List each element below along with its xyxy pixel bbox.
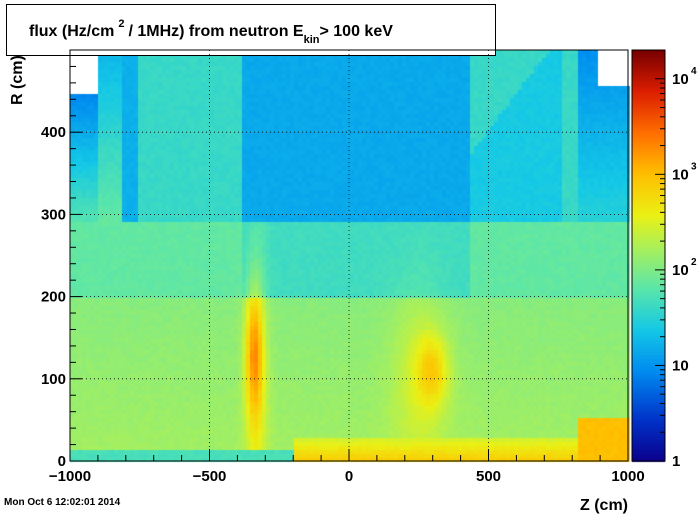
colorbar-label-exponent: 4 xyxy=(691,66,697,77)
title-superscript: 2 xyxy=(118,18,125,30)
title-part3: > 100 keV xyxy=(319,23,393,40)
colorbar-frame xyxy=(631,49,666,462)
x-tick-label: 0 xyxy=(345,468,353,485)
y-axis-label: R (cm) xyxy=(9,55,26,105)
title-subscript: kin xyxy=(303,34,320,46)
x-tick-label: 1000 xyxy=(611,468,644,485)
title-part1: flux (Hz/cm xyxy=(29,23,115,40)
x-tick-label: 500 xyxy=(476,468,501,485)
x-tick-label: −500 xyxy=(193,468,227,485)
y-tick-label: 300 xyxy=(41,206,66,223)
timestamp: Mon Oct 6 12:02:01 2014 xyxy=(4,497,121,508)
y-tick-label: 100 xyxy=(41,371,66,388)
colorbar-label: 10 xyxy=(672,166,689,183)
y-tick-label: 200 xyxy=(41,289,66,306)
colorbar-label: 1 xyxy=(672,453,680,470)
plot-frame xyxy=(69,49,629,462)
y-tick-label: 400 xyxy=(41,124,66,141)
colorbar-label-exponent: 2 xyxy=(691,257,697,268)
colorbar-label: 10 xyxy=(672,71,689,88)
y-tick-label: 0 xyxy=(58,453,66,470)
title-box: flux (Hz/cm 2/ 1MHz) from neutron Ekin> 1… xyxy=(6,4,496,56)
chart-title: flux (Hz/cm 2/ 1MHz) from neutron Ekin> 1… xyxy=(29,18,393,46)
colorbar-label-exponent: 3 xyxy=(691,161,697,172)
x-axis-label: Z (cm) xyxy=(580,497,628,514)
colorbar-label: 10 xyxy=(672,357,689,374)
title-part2: / 1MHz) from neutron E xyxy=(128,23,304,40)
colorbar-label: 10 xyxy=(672,262,689,279)
x-tick-label: −1000 xyxy=(49,468,91,485)
